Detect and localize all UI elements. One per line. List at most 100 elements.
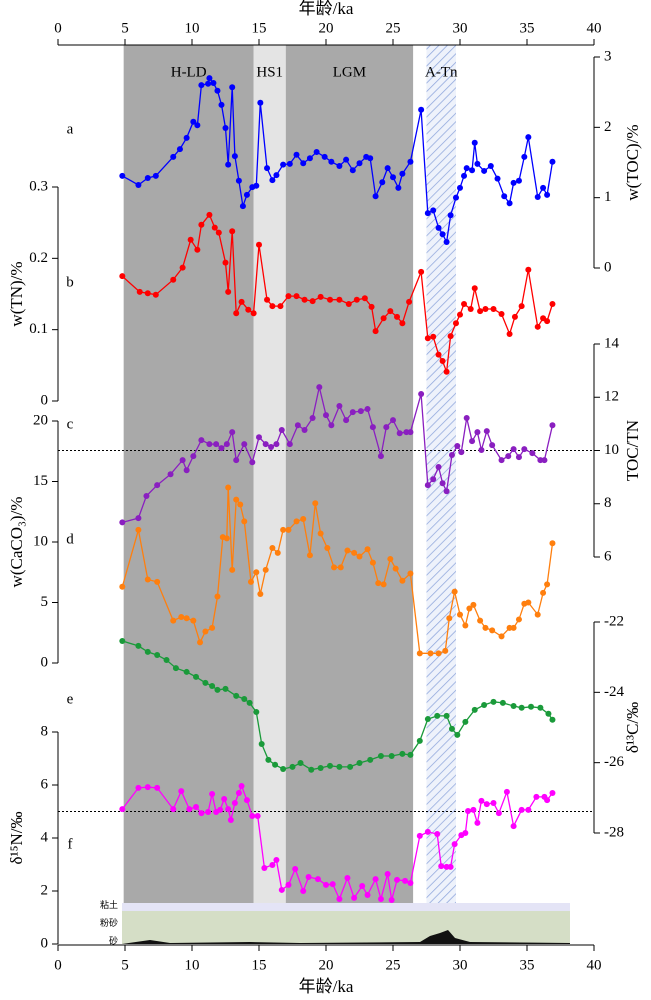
data-point [317,764,324,771]
data-point [351,549,358,556]
data-point [364,891,371,898]
x-tick-label-bottom: 20 [319,957,334,973]
data-point [372,328,379,335]
y-axis-title: TOC/TN [623,420,642,481]
data-point [443,238,450,245]
data-point [343,156,350,163]
data-point [278,886,285,893]
data-point [549,158,556,165]
data-point [179,264,186,271]
data-point [351,894,358,901]
data-point [317,293,324,300]
data-point [544,318,551,325]
y-tick-label: 10 [604,442,619,458]
y-tick-label: 6 [41,776,49,792]
y-tick-label: 0 [41,392,49,408]
data-point [540,184,547,191]
data-point [172,665,179,672]
data-point [178,614,185,621]
y-tick-label: 4 [41,829,49,845]
data-point [144,290,151,297]
data-point [424,716,431,723]
data-point [521,446,528,453]
data-point [206,211,213,218]
y-tick-label: -28 [604,824,624,840]
data-point [430,333,437,340]
data-point [190,453,197,460]
data-point [249,813,256,820]
data-point [136,288,143,295]
data-point [467,305,474,312]
data-point [471,706,478,713]
data-point [144,576,151,583]
data-point [205,80,212,87]
band-label: LGM [333,64,366,80]
y-tick-label: 0.2 [29,250,48,266]
data-point [194,122,201,129]
data-point [477,617,484,624]
data-point [222,259,229,266]
data-point [257,99,264,106]
data-point [119,583,126,590]
data-point [223,441,230,448]
x-tick-label-bottom: 5 [121,957,129,973]
data-point [549,540,556,547]
data-point [394,313,401,320]
data-point [293,518,300,525]
data-point [489,627,496,634]
data-point [481,701,488,708]
data-point [217,806,224,813]
data-point [498,457,505,464]
data-point [439,358,446,365]
x-axis-title-bottom: 年龄/ka [299,977,354,996]
data-point [297,760,304,767]
x-tick-label-bottom: 35 [520,957,535,973]
data-point [384,165,391,172]
data-point [435,650,442,657]
data-point [349,409,356,416]
data-point [163,656,170,663]
x-tick-label-bottom: 15 [252,957,267,973]
data-point [235,177,242,184]
data-point [286,441,293,448]
data-point [399,750,406,757]
data-point [474,160,481,167]
data-point [170,617,177,624]
data-point [269,177,276,184]
data-point [214,593,221,600]
data-point [399,170,406,177]
y-tick-label: 0.3 [29,178,48,194]
data-point [498,310,505,317]
y-tick-label: 2 [604,119,612,135]
data-point [309,298,316,305]
data-point [305,873,312,880]
data-point [193,673,200,680]
data-point [256,241,262,248]
data-point [430,476,437,483]
data-point [144,784,151,791]
data-point [511,313,518,320]
data-point [213,441,220,448]
x-tick-label-bottom: 25 [386,957,401,973]
data-point [336,163,343,170]
data-point [418,391,425,398]
data-point [466,605,473,612]
data-point [243,797,250,804]
data-point [353,296,360,303]
data-point [515,454,522,461]
data-point [416,737,423,744]
data-point [407,570,414,577]
data-point [143,493,150,500]
grain-size-label: 粘土 [100,899,118,910]
data-point [336,895,343,902]
data-point [544,191,551,198]
x-tick-label-top: 20 [319,20,334,36]
data-point [369,559,376,566]
data-point [356,553,363,560]
data-point [222,125,229,132]
data-point [256,434,262,441]
data-point [258,741,265,748]
data-point [361,295,368,302]
data-point [238,298,245,305]
data-point [170,153,177,160]
